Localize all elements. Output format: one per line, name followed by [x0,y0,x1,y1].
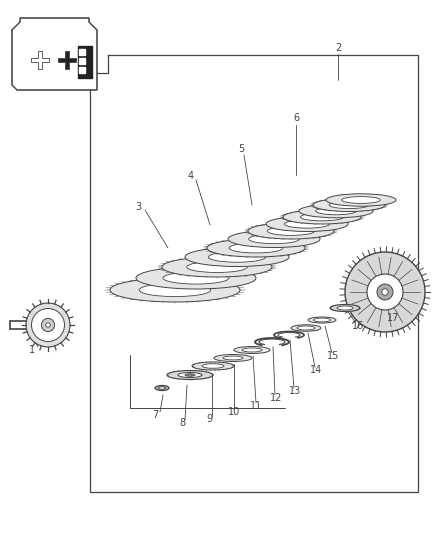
Text: 10: 10 [228,407,240,417]
Polygon shape [58,51,76,69]
Ellipse shape [167,370,213,379]
Ellipse shape [192,362,234,370]
Ellipse shape [367,274,403,310]
Ellipse shape [162,257,272,277]
Ellipse shape [229,243,283,253]
Ellipse shape [283,210,361,224]
Ellipse shape [249,235,299,244]
Ellipse shape [330,304,360,311]
Ellipse shape [187,374,192,376]
Ellipse shape [26,303,70,347]
Ellipse shape [300,213,343,221]
Ellipse shape [110,278,240,302]
Ellipse shape [214,354,252,361]
Ellipse shape [223,356,243,360]
Ellipse shape [187,262,247,272]
Text: 3: 3 [135,202,141,212]
Ellipse shape [313,198,385,212]
Ellipse shape [308,317,336,323]
Ellipse shape [342,197,380,204]
Ellipse shape [155,385,169,391]
Ellipse shape [42,318,55,332]
Ellipse shape [266,216,348,231]
Ellipse shape [159,387,166,389]
Ellipse shape [299,204,373,218]
Text: 13: 13 [289,386,301,396]
Text: 17: 17 [387,313,399,323]
Ellipse shape [297,326,315,330]
Ellipse shape [207,239,305,257]
Polygon shape [12,18,97,90]
Text: 6: 6 [293,113,299,123]
Polygon shape [78,46,92,78]
Ellipse shape [234,346,270,353]
Text: 8: 8 [179,418,185,428]
Ellipse shape [326,194,396,206]
Ellipse shape [314,318,331,322]
Ellipse shape [291,325,321,331]
Ellipse shape [284,220,329,228]
Ellipse shape [377,284,393,300]
Polygon shape [79,67,85,73]
Ellipse shape [136,267,256,289]
Polygon shape [79,49,85,55]
Ellipse shape [228,230,320,247]
Polygon shape [31,51,49,69]
Ellipse shape [337,306,353,310]
Ellipse shape [185,374,195,376]
Text: 15: 15 [327,351,339,361]
Text: 5: 5 [238,144,244,154]
Ellipse shape [242,348,262,352]
Ellipse shape [316,207,357,215]
Ellipse shape [345,252,425,332]
Ellipse shape [208,252,265,262]
Ellipse shape [248,223,334,239]
Polygon shape [79,58,85,64]
Text: 11: 11 [250,401,262,411]
Ellipse shape [32,309,64,342]
Text: 1: 1 [29,345,35,355]
Ellipse shape [202,364,224,368]
Text: 14: 14 [310,365,322,375]
Ellipse shape [178,373,202,377]
Ellipse shape [163,272,229,284]
Ellipse shape [185,247,289,266]
Ellipse shape [139,284,211,296]
Text: 7: 7 [152,410,158,420]
Text: 9: 9 [206,414,212,424]
Ellipse shape [382,289,388,295]
Text: 4: 4 [188,171,194,181]
Text: 2: 2 [335,43,341,53]
Ellipse shape [329,201,369,208]
Text: 16: 16 [352,321,364,331]
Text: 12: 12 [270,393,282,403]
Ellipse shape [267,227,314,236]
Ellipse shape [46,323,50,327]
